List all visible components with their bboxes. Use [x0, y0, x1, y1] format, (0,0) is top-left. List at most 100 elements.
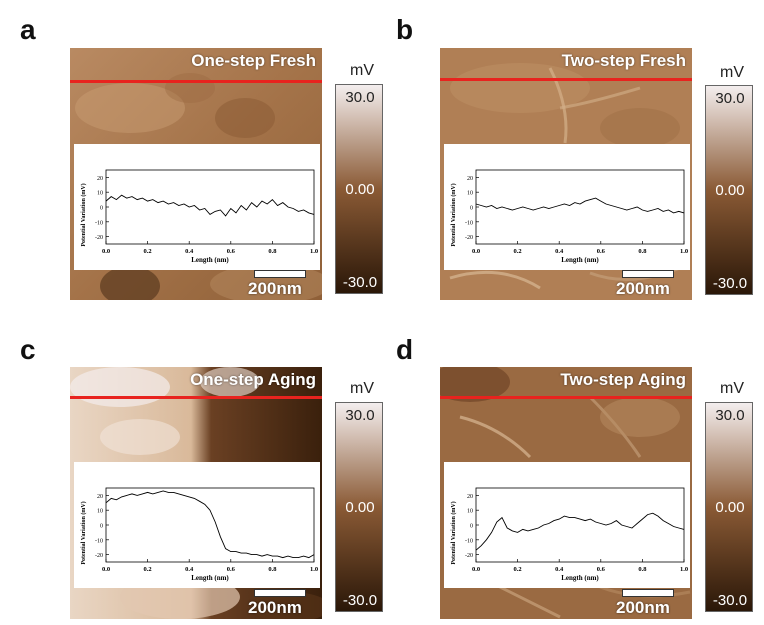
y-tick-label: -20	[465, 553, 473, 559]
plot-frame	[475, 487, 685, 563]
y-tick-label: 10	[467, 509, 473, 515]
kpfm-map-b: Two-step Fresh 20 10 0 -10 -20 0.0 0.2 0.4 0.6 0.…	[440, 48, 692, 300]
colorbar-mid: 0.00	[715, 499, 745, 516]
profile-plot-c: 20 10 0 -10 -20 0.0 0.2 0.4 0.6 0.8 1.0 Length (nm)…	[80, 487, 318, 582]
scale-bar-label: 200nm	[616, 279, 670, 298]
x-tick-label: 0.4	[185, 566, 194, 573]
x-tick-label: 1.0	[680, 566, 688, 573]
colorbar-max: 30.0	[345, 407, 375, 424]
scale-bar	[254, 270, 306, 278]
panel-title: One-step Aging	[190, 370, 316, 389]
colorbar-unit: mV	[720, 380, 744, 397]
panel-letter-a: a	[20, 14, 36, 45]
x-axis-label: Length (nm)	[561, 256, 599, 264]
x-tick-label: 0.0	[102, 248, 110, 255]
panel-title: Two-step Fresh	[561, 51, 686, 70]
y-tick-label: 20	[97, 494, 103, 500]
y-tick-label: -10	[95, 220, 103, 226]
scale-bar-label: 200nm	[248, 279, 302, 298]
profile-inset: 20 10 0 -10 -20 0.0 0.2 0.4 0.6 0.8 1.0 Length (nm)…	[444, 462, 690, 588]
x-tick-label: 0.4	[555, 566, 564, 573]
y-axis-label: Potential Variation (mV)	[450, 183, 457, 246]
panel-title: One-step Fresh	[191, 51, 316, 70]
colorbar: 30.0 0.00 -30.0	[705, 85, 753, 295]
y-tick-label: 10	[97, 509, 103, 515]
y-tick-label: -10	[465, 220, 473, 226]
y-tick-label: -10	[465, 538, 473, 544]
scale-bar-label: 200nm	[616, 598, 670, 617]
x-tick-label: 0.0	[472, 248, 480, 255]
kpfm-map-c: One-step Aging 20 10 0 -10 -20 0.0 0.2 0.4 0.6 0.…	[70, 367, 322, 619]
profile-line	[475, 197, 685, 214]
colorbar-max: 30.0	[715, 90, 745, 107]
y-axis-label: Potential Variation (mV)	[80, 501, 87, 564]
x-tick-label: 0.8	[638, 566, 647, 573]
x-tick-label: 0.2	[514, 566, 522, 573]
panel-letter-d: d	[396, 334, 414, 365]
colorbar-unit: mV	[720, 64, 744, 81]
colorbar-mid: 0.00	[345, 181, 375, 198]
colorbar-min: -30.0	[342, 274, 378, 291]
scale-bar	[622, 270, 674, 278]
profile-plot-d: 20 10 0 -10 -20 0.0 0.2 0.4 0.6 0.8 1.0 Length (nm)…	[450, 487, 688, 582]
kpfm-map-a: One-step Fresh 20 10 0 -10 -20 0.0 0.2 0.4 0.6 0.…	[70, 48, 322, 300]
x-tick-label: 0.6	[227, 248, 236, 255]
x-axis-label: Length (nm)	[561, 574, 599, 582]
panel-title: Two-step Aging	[560, 370, 686, 389]
y-tick-label: -20	[95, 553, 103, 559]
profile-line	[105, 490, 315, 559]
profile-inset: 20 10 0 -10 -20 0.0 0.2 0.4 0.6 0.8 1.0 Length (nm)…	[74, 144, 320, 270]
line-profile-marker	[70, 396, 322, 399]
x-tick-label: 0.6	[227, 566, 236, 573]
x-axis-label: Length (nm)	[191, 256, 229, 264]
profile-line	[475, 512, 685, 551]
colorbar-max: 30.0	[715, 407, 745, 424]
x-tick-label: 0.0	[472, 566, 480, 573]
y-tick-label: 0	[470, 206, 473, 212]
x-tick-label: 0.8	[268, 566, 277, 573]
x-tick-label: 1.0	[680, 248, 688, 255]
plot-frame	[105, 169, 315, 245]
x-tick-label: 0.2	[514, 248, 522, 255]
panel-letter-c: c	[20, 334, 36, 365]
colorbar-min: -30.0	[712, 275, 748, 292]
colorbar: 30.0 0.00 -30.0	[335, 84, 383, 294]
x-tick-label: 0.8	[638, 248, 647, 255]
x-tick-label: 0.4	[555, 248, 564, 255]
line-profile-marker	[440, 396, 692, 399]
x-tick-label: 1.0	[310, 248, 318, 255]
y-axis-label: Potential Variation (mV)	[450, 501, 457, 564]
colorbar-mid: 0.00	[715, 182, 745, 199]
colorbar-min: -30.0	[342, 592, 378, 609]
y-tick-label: 20	[97, 176, 103, 182]
line-profile-marker	[70, 80, 322, 83]
y-tick-label: 20	[467, 176, 473, 182]
plot-frame	[475, 169, 685, 245]
x-tick-label: 0.6	[597, 248, 606, 255]
profile-inset: 20 10 0 -10 -20 0.0 0.2 0.4 0.6 0.8 1.0 Length (nm)…	[74, 462, 320, 588]
x-tick-label: 0.2	[144, 566, 152, 573]
y-tick-label: 0	[470, 524, 473, 530]
y-axis-label: Potential Variation (mV)	[80, 183, 87, 246]
profile-plot-a: 20 10 0 -10 -20 0.0 0.2 0.4 0.6 0.8 1.0 Length (nm)…	[80, 169, 318, 264]
line-profile-marker	[440, 78, 692, 81]
profile-inset: 20 10 0 -10 -20 0.0 0.2 0.4 0.6 0.8 1.0 Length (nm)…	[444, 144, 690, 270]
y-tick-label: -10	[95, 538, 103, 544]
y-tick-label: 10	[467, 191, 473, 197]
y-tick-label: 10	[97, 191, 103, 197]
colorbar-mid: 0.00	[345, 499, 375, 516]
x-axis-label: Length (nm)	[191, 574, 229, 582]
colorbar: 30.0 0.00 -30.0	[705, 402, 753, 612]
colorbar-min: -30.0	[712, 592, 748, 609]
x-tick-label: 0.0	[102, 566, 110, 573]
x-tick-label: 0.8	[268, 248, 277, 255]
scale-bar	[622, 589, 674, 597]
y-tick-label: 20	[467, 494, 473, 500]
panel-letter-b: b	[396, 14, 414, 45]
profile-line	[105, 194, 315, 217]
colorbar-unit: mV	[350, 380, 374, 397]
colorbar-unit: mV	[350, 62, 374, 79]
x-tick-label: 1.0	[310, 566, 318, 573]
profile-plot-b: 20 10 0 -10 -20 0.0 0.2 0.4 0.6 0.8 1.0 Length (nm)…	[450, 169, 688, 264]
plot-frame	[105, 487, 315, 563]
